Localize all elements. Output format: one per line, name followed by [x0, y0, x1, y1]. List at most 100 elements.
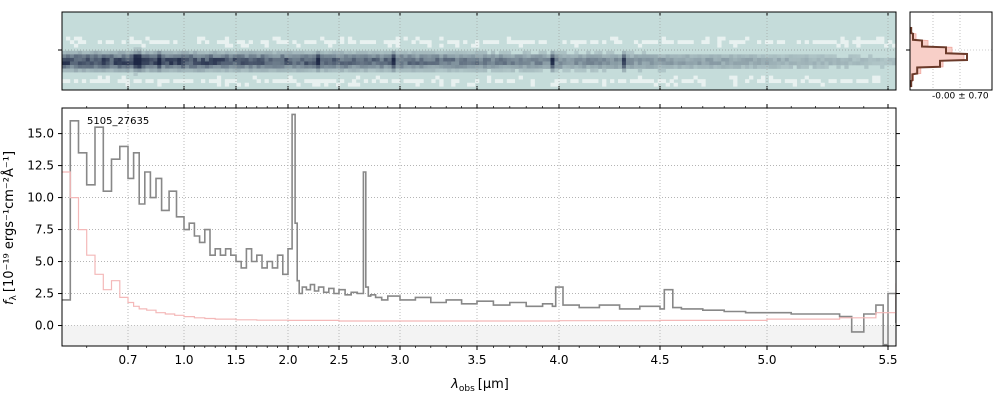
heatmap-cell — [296, 61, 301, 66]
heatmap-cell — [590, 68, 595, 73]
heatmap-cell — [852, 40, 857, 45]
heatmap-cell — [498, 50, 504, 55]
heatmap-cell — [65, 54, 71, 59]
heatmap-cell — [276, 54, 281, 59]
heatmap-cell — [602, 57, 607, 62]
heatmap-cell — [475, 54, 480, 59]
heatmap-cell — [375, 68, 381, 73]
heatmap-cell — [284, 57, 289, 62]
heatmap-cell — [586, 54, 591, 59]
heatmap-cell — [145, 50, 150, 55]
heatmap-cell — [137, 40, 142, 45]
heatmap-cell — [328, 54, 333, 59]
heatmap-cell — [248, 68, 253, 73]
heatmap-cell — [673, 57, 678, 62]
heatmap-cell — [169, 68, 174, 73]
heatmap-cell — [244, 82, 249, 87]
heatmap-cell — [594, 40, 599, 45]
heatmap-cell — [280, 54, 285, 59]
heatmap-cell — [137, 54, 142, 59]
heatmap-cell — [173, 40, 178, 45]
heatmap-cell — [471, 50, 476, 55]
heatmap-cell — [129, 54, 134, 59]
heatmap-cell — [737, 61, 742, 66]
heatmap-cell — [661, 57, 666, 62]
heatmap-cell — [300, 50, 305, 55]
y-tick-label: 2.5 — [35, 287, 54, 301]
x-tick-label: 2.5 — [329, 353, 348, 367]
heatmap-cell — [717, 57, 722, 62]
heatmap-cell — [101, 50, 106, 55]
heatmap-cell — [828, 54, 833, 59]
heatmap-cell — [224, 43, 230, 48]
heatmap-cell — [510, 61, 516, 66]
heatmap-cell — [570, 54, 575, 59]
heatmap-cell — [320, 36, 325, 41]
heatmap-cell — [379, 50, 384, 55]
heatmap-cell — [427, 40, 432, 45]
heatmap-cell — [324, 61, 329, 66]
heatmap-cell — [304, 54, 309, 59]
heatmap-cell — [165, 79, 170, 84]
heatmap-cell — [621, 57, 627, 62]
heatmap-cell — [530, 68, 535, 73]
heatmap-cell — [677, 65, 682, 69]
heatmap-cell — [494, 79, 500, 84]
heatmap-cell — [610, 36, 615, 41]
heatmap-cell — [776, 57, 782, 62]
x-tick-label: 0.7 — [118, 353, 137, 367]
heatmap-cell — [637, 57, 643, 62]
heatmap-cell — [308, 40, 313, 45]
heatmap-cell — [320, 79, 325, 84]
heatmap-cell — [236, 65, 242, 69]
heatmap-cell — [316, 61, 321, 66]
heatmap-cell — [137, 57, 142, 62]
heatmap-cell — [248, 57, 253, 62]
heatmap-cell — [439, 50, 444, 55]
heatmap-cell — [336, 68, 341, 73]
heatmap-cell — [129, 65, 134, 69]
heatmap-cell — [407, 57, 412, 62]
heatmap-cell — [689, 40, 694, 45]
heatmap-cell — [117, 79, 122, 84]
heatmap-cell — [641, 40, 647, 45]
heatmap-cell — [232, 54, 238, 59]
heatmap-cell — [173, 65, 178, 69]
heatmap-cell — [113, 57, 118, 62]
heatmap-cell — [145, 68, 150, 73]
heatmap-cell — [637, 43, 643, 48]
heatmap-cell — [526, 57, 531, 62]
heatmap-cell — [105, 79, 110, 84]
heatmap-cell — [224, 82, 230, 87]
heatmap-cell — [625, 65, 631, 69]
heatmap-cell — [105, 61, 110, 66]
heatmap-cell — [371, 61, 377, 66]
heatmap-cell — [165, 57, 170, 62]
heatmap-cell — [423, 40, 428, 45]
heatmap-cell — [320, 54, 325, 59]
heatmap-cell — [864, 65, 869, 69]
heatmap-cell — [232, 68, 238, 73]
heatmap-cell — [713, 57, 718, 62]
heatmap-cell — [65, 61, 71, 66]
heatmap-cell — [300, 68, 305, 73]
heatmap-cell — [582, 40, 587, 45]
heatmap-cell — [77, 68, 83, 73]
heatmap-cell — [97, 61, 103, 66]
heatmap-cell — [236, 40, 242, 45]
heatmap-cell — [741, 65, 746, 69]
heatmap-cell — [546, 54, 551, 59]
heatmap-cell — [538, 40, 543, 45]
heatmap-cell — [141, 57, 146, 62]
heatmap-cell — [62, 57, 67, 62]
heatmap-cell — [399, 61, 404, 66]
heatmap-cell — [590, 57, 595, 62]
heatmap-cell — [343, 57, 349, 62]
heatmap-cell — [594, 50, 599, 55]
heatmap-cell — [681, 57, 686, 62]
heatmap-cell — [121, 61, 126, 66]
heatmap-cell — [145, 54, 150, 59]
heatmap-cell — [181, 57, 186, 62]
heatmap-cell — [439, 65, 444, 69]
heatmap-cell — [649, 57, 655, 62]
